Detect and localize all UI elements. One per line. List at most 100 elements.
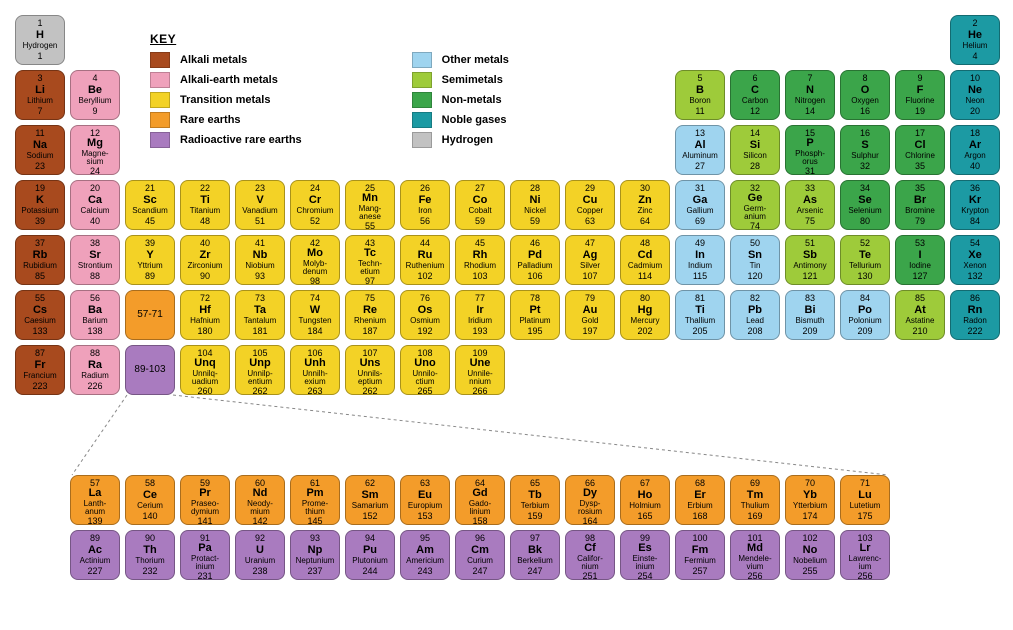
element-symbol: Ti (181, 195, 229, 207)
atomic-mass: 1 (16, 52, 64, 61)
element-name: Tantalum (236, 317, 284, 325)
element-name: Radium (71, 372, 119, 380)
element-cell-cs: 55CsCaesium133 (15, 290, 65, 340)
atomic-mass: 237 (291, 567, 339, 576)
lanthanide-range: 57-71 (125, 290, 175, 340)
atomic-mass: 142 (236, 517, 284, 526)
legend-label: Hydrogen (442, 134, 493, 146)
atomic-number: 97 (511, 534, 559, 543)
element-cell-es: 99EsEinste-inium254 (620, 530, 670, 580)
atomic-mass: 84 (951, 217, 999, 226)
atomic-number: 93 (291, 534, 339, 543)
atomic-mass: 107 (566, 272, 614, 281)
atomic-mass: 202 (621, 327, 669, 336)
atomic-number: 29 (566, 184, 614, 193)
element-name: Barium (71, 317, 119, 325)
legend-swatch (412, 132, 432, 148)
atomic-number: 52 (841, 239, 889, 248)
element-cell-al: 13AlAluminum27 (675, 125, 725, 175)
atomic-number: 81 (676, 294, 724, 303)
atomic-number: 39 (126, 239, 174, 248)
atomic-mass: 120 (731, 272, 779, 281)
element-symbol: Ho (621, 490, 669, 502)
element-symbol: No (786, 545, 834, 557)
element-cell-au: 79AuGold197 (565, 290, 615, 340)
atomic-number: 11 (16, 129, 64, 138)
atomic-mass: 164 (566, 517, 614, 526)
element-cell-xe: 54XeXenon132 (950, 235, 1000, 285)
element-name: Unnils-eptium (346, 370, 394, 387)
element-cell-unp: 105UnpUnnilp-entium262 (235, 345, 285, 395)
atomic-mass: 93 (236, 272, 284, 281)
element-name: Nitrogen (786, 97, 834, 105)
element-name: Sodium (16, 152, 64, 160)
element-cell-zn: 30ZnZinc64 (620, 180, 670, 230)
atomic-number: 72 (181, 294, 229, 303)
element-symbol: Zn (621, 195, 669, 207)
element-name: Gallium (676, 207, 724, 215)
element-name: Scandium (126, 207, 174, 215)
atomic-number: 30 (621, 184, 669, 193)
atomic-mass: 88 (71, 272, 119, 281)
element-name: Terbium (511, 502, 559, 510)
element-name: Iridium (456, 317, 504, 325)
element-cell-er: 68ErErbium168 (675, 475, 725, 525)
atomic-mass: 90 (181, 272, 229, 281)
atomic-number: 1 (16, 19, 64, 28)
atomic-number: 55 (16, 294, 64, 303)
atomic-number: 96 (456, 534, 504, 543)
element-name: Platinum (511, 317, 559, 325)
atomic-number: 63 (401, 479, 449, 488)
element-symbol: Re (346, 305, 394, 317)
atomic-number: 86 (951, 294, 999, 303)
element-name: Ytterbium (786, 502, 834, 510)
atomic-number: 82 (731, 294, 779, 303)
atomic-number: 87 (16, 349, 64, 358)
atomic-mass: 20 (951, 107, 999, 116)
element-symbol: Ta (236, 305, 284, 317)
atomic-mass: 232 (126, 567, 174, 576)
element-cell-bk: 97BkBerkelium247 (510, 530, 560, 580)
atomic-number: 51 (786, 239, 834, 248)
element-cell-v: 23VVanadium51 (235, 180, 285, 230)
element-cell-pa: 91PaProtact-inium231 (180, 530, 230, 580)
atomic-mass: 195 (511, 327, 559, 336)
element-name: Chromium (291, 207, 339, 215)
element-cell-lu: 71LuLutetium175 (840, 475, 890, 525)
element-cell-bi: 83BiBismuth209 (785, 290, 835, 340)
element-cell-uns: 107UnsUnnils-eptium262 (345, 345, 395, 395)
atomic-number: 79 (566, 294, 614, 303)
element-cell-mg: 12MgMagne-sium24 (70, 125, 120, 175)
element-name: Bismuth (786, 317, 834, 325)
atomic-number: 65 (511, 479, 559, 488)
atomic-mass: 254 (621, 572, 669, 581)
element-symbol: Cl (896, 140, 944, 152)
element-name: Einste-inium (621, 555, 669, 572)
element-name: Phosph-orus (786, 150, 834, 167)
element-cell-pr: 59PrPraseo-dymium141 (180, 475, 230, 525)
element-cell-la: 57LaLanth-anum139 (70, 475, 120, 525)
atomic-number: 17 (896, 129, 944, 138)
element-name: Niobium (236, 262, 284, 270)
atomic-mass: 35 (896, 162, 944, 171)
atomic-mass: 12 (731, 107, 779, 116)
element-cell-np: 93NpNeptunium237 (290, 530, 340, 580)
element-symbol: Tb (511, 490, 559, 502)
element-name: Aluminum (676, 152, 724, 160)
atomic-mass: 23 (16, 162, 64, 171)
legend-swatch (150, 112, 170, 128)
element-name: Germ-anium (731, 205, 779, 222)
element-symbol: Nb (236, 250, 284, 262)
atomic-mass: 184 (291, 327, 339, 336)
element-cell-b: 5BBoron11 (675, 70, 725, 120)
atomic-mass: 262 (346, 387, 394, 396)
element-cell-sm: 62SmSamarium152 (345, 475, 395, 525)
atomic-number: 90 (126, 534, 174, 543)
element-name: Berkelium (511, 557, 559, 565)
element-name: Cadmium (621, 262, 669, 270)
element-name: Caesium (16, 317, 64, 325)
atomic-mass: 158 (456, 517, 504, 526)
legend-swatch (150, 72, 170, 88)
atomic-mass: 180 (181, 327, 229, 336)
element-cell-eu: 63EuEuropium153 (400, 475, 450, 525)
